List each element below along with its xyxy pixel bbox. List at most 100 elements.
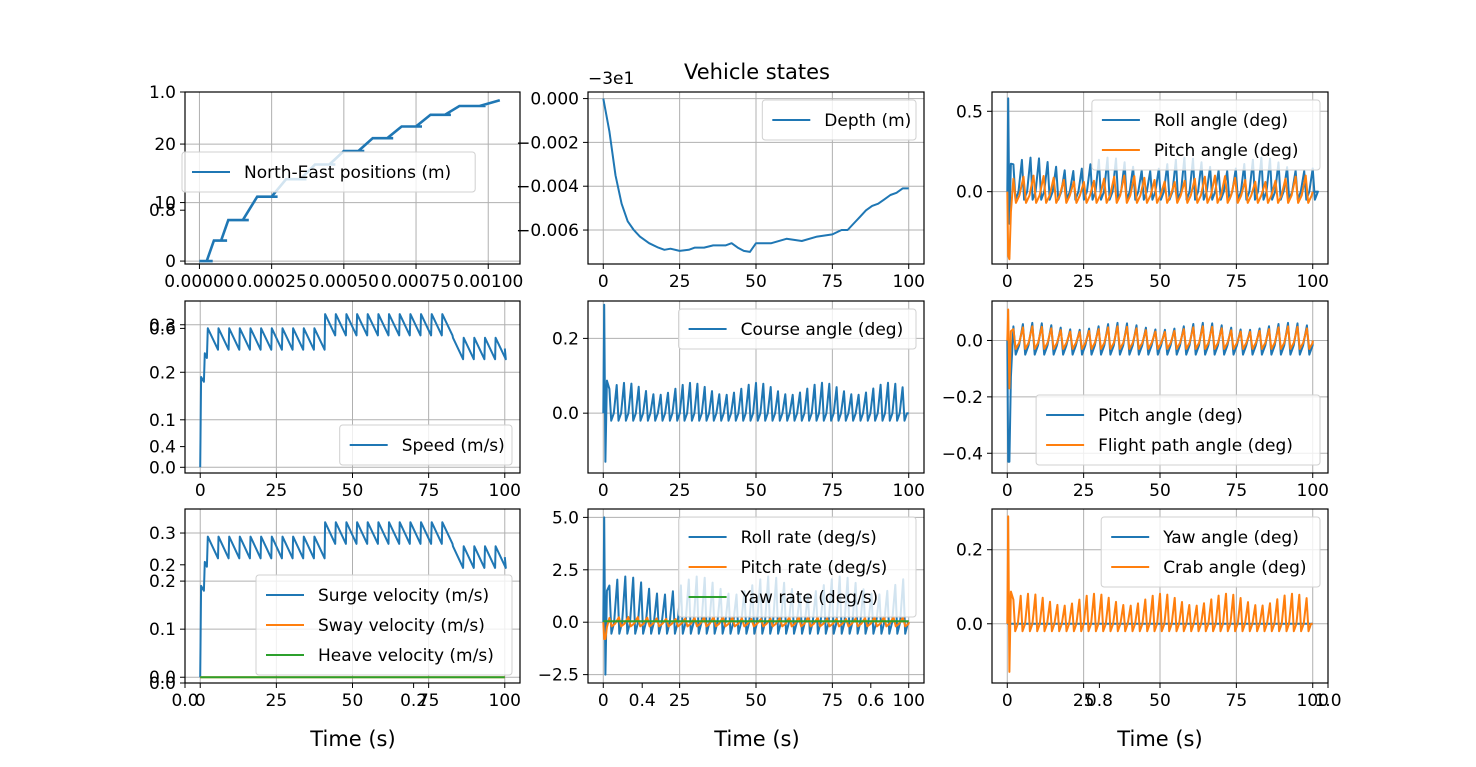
axes-frame: [991, 91, 1329, 265]
ytick-label: 0.2: [552, 329, 579, 349]
series-group: [1006, 515, 1313, 673]
legend: North-East positions (m): [181, 151, 476, 193]
xtick-label: 100: [489, 481, 521, 501]
ytick-label: 0.0: [956, 331, 983, 351]
xtick-label: 0: [598, 481, 609, 501]
xtick-label: 50: [745, 481, 767, 501]
series-group: [602, 98, 909, 253]
xtick-label: 75: [418, 691, 440, 711]
ghost-xtick-label: 0.6: [857, 691, 884, 711]
ytick-label: 0.2: [956, 541, 983, 561]
xlabel-col3: Time (s): [1116, 727, 1202, 751]
axes-frame: [587, 508, 925, 684]
ghost-xtick-label: 0.0: [171, 691, 198, 711]
background-ghost-axes: 0.0 0.2 0.4 0.6 0.8 1.0 0.0 0.2 0.4 0.6 0.8 1.0: [149, 83, 1342, 711]
legend-label: Pitch angle (deg): [1098, 406, 1243, 426]
legend-label: Course angle (deg): [741, 320, 904, 340]
xtick-label: 100: [893, 481, 925, 501]
ytick-label: 0.0: [956, 183, 983, 203]
ytick-label: 0.0: [552, 404, 579, 424]
subplot-p8: 0 25 50 75 100 5.0 2.5 0.0 −2.5 Roll rate (deg/s)…: [538, 508, 925, 711]
xtick-label: 75: [822, 691, 844, 711]
ytick-label: −0.002: [516, 133, 579, 153]
series-line: [1006, 515, 1313, 673]
ytick-label: −0.4: [942, 444, 983, 464]
xtick-label: 50: [1149, 272, 1171, 292]
legend-label: Surge velocity (m/s): [318, 586, 489, 606]
legend-label: Pitch angle (deg): [1154, 141, 1299, 161]
subplot-p3: 0 25 50 75 100 0.0 0.5 Roll angle (deg) Pitch an…: [956, 91, 1329, 292]
xtick-label: 100: [893, 691, 925, 711]
legend-box: [678, 308, 917, 350]
ytick-label: −2.5: [538, 666, 579, 686]
series-line: [602, 303, 909, 463]
xtick-label: 25: [669, 481, 691, 501]
legend-label: Speed (m/s): [402, 436, 505, 456]
series-group: [1006, 97, 1319, 261]
series-group: [1006, 308, 1314, 463]
series-line: [199, 521, 507, 678]
axes-frame: [587, 300, 925, 474]
ytick-label: 0.2: [149, 572, 176, 592]
legend-box: [339, 424, 513, 466]
ytick-label: 0.0: [552, 613, 579, 633]
ytick-label: −0.004: [516, 177, 579, 197]
series-group: [199, 521, 507, 679]
xtick-label: 0.00050: [309, 272, 379, 292]
subplot-p5: 0 25 50 75 100 0.0 0.2 Course angle (deg): [552, 300, 925, 501]
legend-box: [678, 516, 917, 618]
xtick-label: 75: [1226, 691, 1248, 711]
xtick-label: 25: [266, 691, 288, 711]
xtick-label: 0: [1002, 691, 1013, 711]
ytick-label: 0.000: [530, 90, 579, 110]
axes-frame: [991, 508, 1329, 684]
xtick-label: 50: [1149, 481, 1171, 501]
subplot-p9: 0 25 50 75 100 0.0 0.2 Yaw angle (deg) Crab angl…: [956, 508, 1329, 711]
xtick-label: 100: [1297, 691, 1329, 711]
xtick-label: 0: [195, 691, 206, 711]
ytick-label: 0.2: [149, 363, 176, 383]
legend: Speed (m/s): [339, 424, 513, 466]
subplot-p2: 0 25 50 75 100 0.000 −0.002 −0.004 −0.006 −3e1 Dep…: [516, 69, 925, 292]
ghost-ytick-label: 0.0: [149, 674, 176, 694]
xlabel-col1: Time (s): [309, 727, 395, 751]
xtick-label: 25: [1073, 481, 1095, 501]
xtick-label: 0: [1002, 481, 1013, 501]
xtick-label: 25: [266, 481, 288, 501]
legend-box: [1091, 99, 1321, 171]
legend-label: Pitch rate (deg/s): [741, 558, 888, 578]
xtick-label: 75: [822, 481, 844, 501]
series-line: [1006, 174, 1314, 261]
xtick-label: 50: [342, 691, 364, 711]
ytick-label: 0.0: [149, 668, 176, 688]
legend-label: Yaw angle (deg): [1162, 528, 1299, 548]
xtick-label: 0: [1002, 272, 1013, 292]
legend-label: Roll rate (deg/s): [741, 528, 877, 548]
xtick-label: 25: [669, 691, 691, 711]
ytick-label: −0.006: [516, 221, 579, 241]
subplot-p1: 0.00000 0.00025 0.00050 0.00075 0.00100 0 10 20…: [154, 91, 523, 292]
ghost-xtick-label: 0.8: [1086, 691, 1113, 711]
ytick-label: 0.0: [956, 615, 983, 635]
ytick-label: 2.5: [552, 561, 579, 581]
ytick-label: 10: [154, 194, 176, 214]
legend: Roll rate (deg/s) Pitch rate (deg/s) Yaw r…: [678, 516, 917, 618]
legend-box: [255, 574, 513, 676]
xtick-label: 0.00075: [381, 272, 451, 292]
xtick-label: 75: [822, 272, 844, 292]
ghost-ytick-label: 1.0: [149, 83, 176, 103]
ytick-label: 20: [154, 135, 176, 155]
xtick-label: 25: [1073, 691, 1095, 711]
xtick-label: 50: [1149, 691, 1171, 711]
xtick-label: 100: [1297, 481, 1329, 501]
ghost-xtick-label: 0.4: [629, 691, 656, 711]
ghost-ytick-label: 0.2: [149, 556, 176, 576]
legend-box: [761, 99, 917, 141]
series-line: [602, 98, 909, 253]
series-group: [602, 516, 910, 676]
ytick-label: 0.3: [149, 524, 176, 544]
xtick-label: 25: [669, 272, 691, 292]
legend-box: [1035, 394, 1321, 466]
ytick-label: 0.1: [149, 411, 176, 431]
